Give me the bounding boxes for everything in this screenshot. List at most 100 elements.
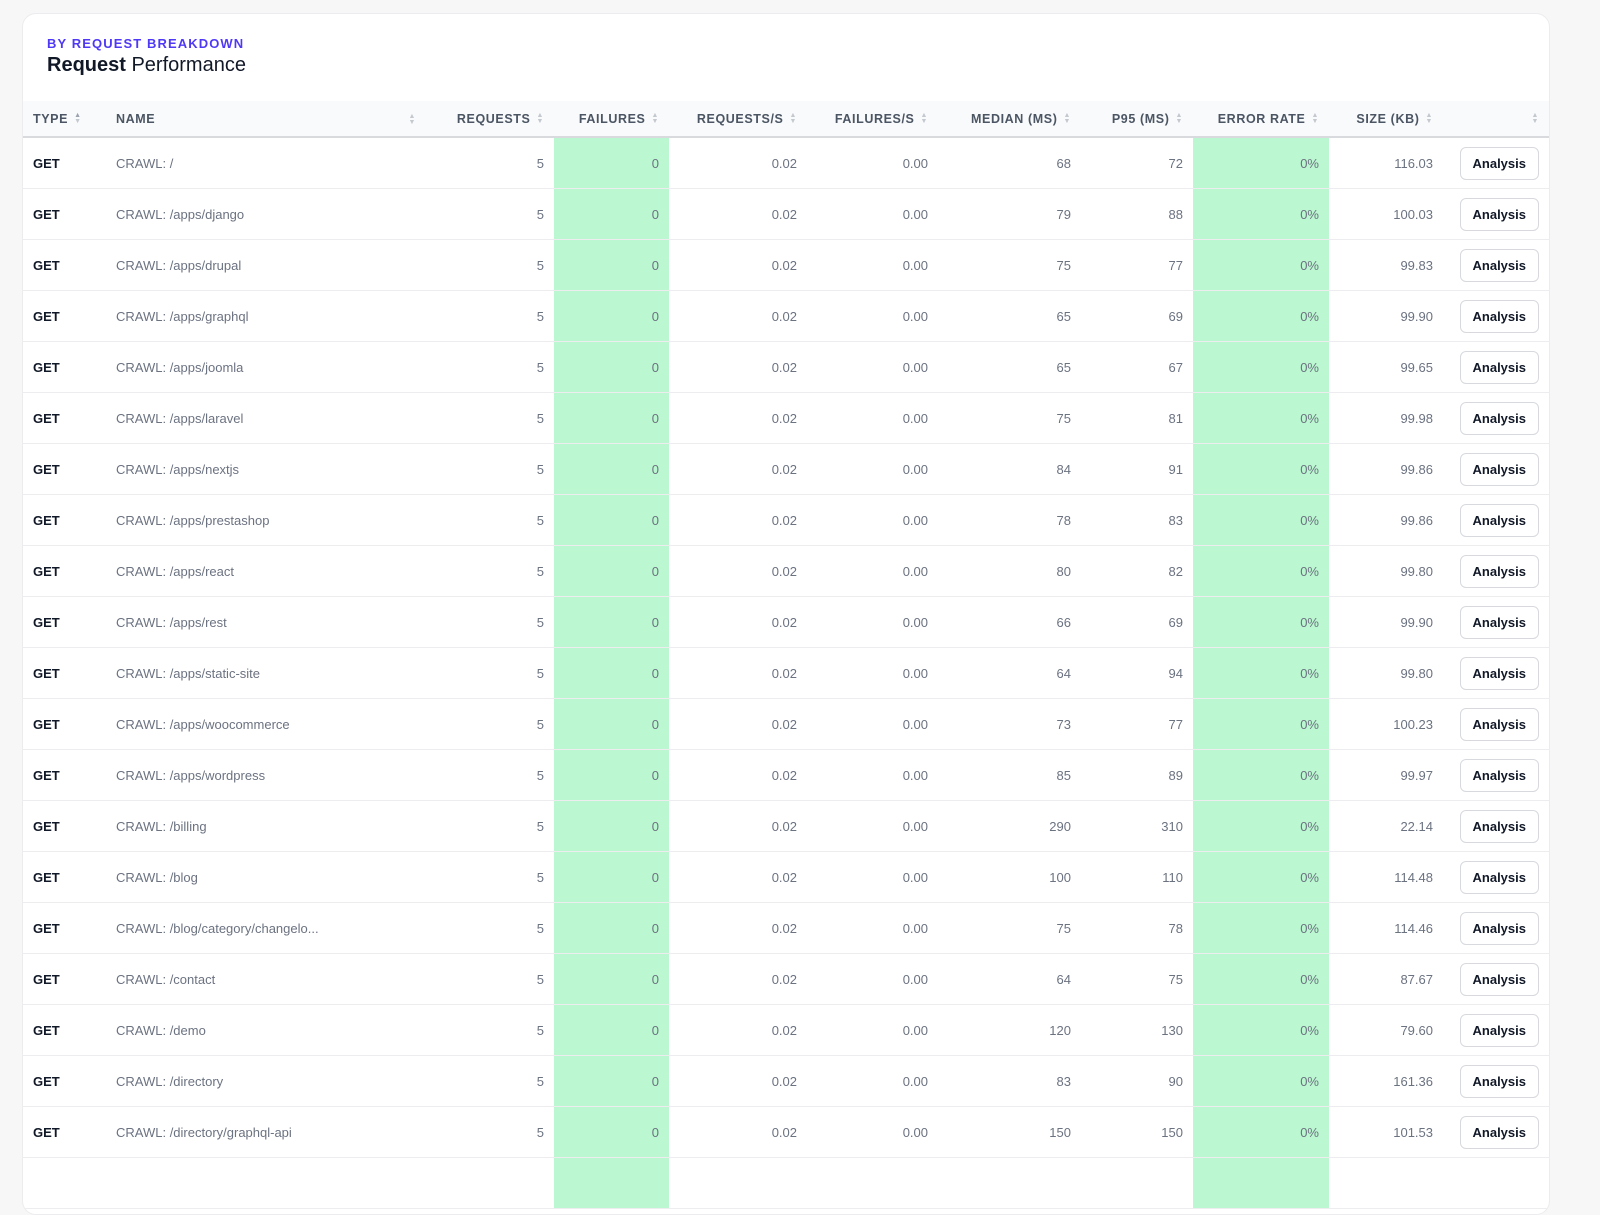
analysis-button[interactable]: Analysis [1459, 299, 1539, 333]
cell-type: GET [23, 290, 106, 342]
cell-type: GET [23, 851, 106, 903]
cell-type: GET [23, 647, 106, 699]
cell-empty [807, 1157, 938, 1209]
cell-actions: Analysis [1443, 392, 1549, 444]
cell-failures: 0 [554, 902, 669, 954]
cell-error-rate: 0% [1193, 902, 1329, 954]
cell-error-rate: 0% [1193, 851, 1329, 903]
analysis-button[interactable]: Analysis [1459, 809, 1539, 843]
cell-size-kb: 100.03 [1329, 188, 1443, 240]
cell-size-kb: 22.14 [1329, 800, 1443, 852]
cell-median-ms: 80 [938, 545, 1081, 597]
cell-requests: 5 [426, 902, 554, 954]
column-header-size-kb[interactable]: SIZE (KB) ▲ ▼ [1329, 101, 1443, 138]
table-row: GET CRAWL: /blog/category/changelo... 5 0 0.… [23, 902, 1549, 954]
cell-p95-ms: 81 [1081, 392, 1193, 444]
sort-icon[interactable]: ▲ ▼ [1531, 112, 1539, 126]
cell-requests: 5 [426, 953, 554, 1005]
cell-size-kb: 99.80 [1329, 545, 1443, 597]
analysis-button[interactable]: Analysis [1459, 1064, 1539, 1098]
cell-empty [1329, 1157, 1443, 1209]
cell-actions: Analysis [1443, 596, 1549, 648]
cell-p95-ms: 88 [1081, 188, 1193, 240]
analysis-button[interactable]: Analysis [1459, 1115, 1539, 1149]
cell-failures: 0 [554, 698, 669, 750]
analysis-button[interactable]: Analysis [1459, 911, 1539, 945]
sort-icon[interactable]: ▲ ▼ [74, 112, 82, 126]
table-row: GET CRAWL: /apps/drupal 5 0 0.02 0.00 75 77 0% 99… [23, 239, 1549, 291]
analysis-button[interactable]: Analysis [1459, 758, 1539, 792]
analysis-button[interactable]: Analysis [1459, 605, 1539, 639]
cell-failures: 0 [554, 545, 669, 597]
cell-p95-ms: 75 [1081, 953, 1193, 1005]
column-header-requests[interactable]: REQUESTS ▲ ▼ [426, 101, 554, 138]
cell-failures-per-sec: 0.00 [807, 239, 938, 291]
column-header-p95-ms[interactable]: P95 (MS) ▲ ▼ [1081, 101, 1193, 138]
cell-median-ms: 290 [938, 800, 1081, 852]
cell-empty [1081, 1157, 1193, 1209]
cell-actions: Analysis [1443, 1004, 1549, 1056]
cell-failures: 0 [554, 188, 669, 240]
sort-icon[interactable]: ▲ ▼ [651, 112, 659, 126]
column-header-label: FAILURES/S [834, 111, 915, 126]
cell-failures-per-sec: 0.00 [807, 443, 938, 495]
cell-requests-per-sec: 0.02 [669, 596, 807, 648]
column-header-name[interactable]: NAME ▲ ▼ [106, 101, 426, 138]
cell-requests: 5 [426, 443, 554, 495]
cell-p95-ms: 310 [1081, 800, 1193, 852]
column-header-error-rate[interactable]: ERROR RATE ▲ ▼ [1193, 101, 1329, 138]
column-header-requests-per-sec[interactable]: REQUESTS/S ▲ ▼ [669, 101, 807, 138]
cell-failures-per-sec: 0.00 [807, 1055, 938, 1107]
cell-error-rate: 0% [1193, 341, 1329, 393]
cell-requests: 5 [426, 239, 554, 291]
cell-empty [106, 1157, 426, 1209]
sort-icon[interactable]: ▲ ▼ [789, 112, 797, 126]
section-eyebrow: BY REQUEST BREAKDOWN [47, 36, 245, 51]
cell-median-ms: 75 [938, 902, 1081, 954]
column-header-failures-per-sec[interactable]: FAILURES/S ▲ ▼ [807, 101, 938, 138]
sort-icon[interactable]: ▲ ▼ [1425, 112, 1433, 126]
table-row: GET CRAWL: /contact 5 0 0.02 0.00 64 75 0% 87.67 A… [23, 953, 1549, 1005]
analysis-button[interactable]: Analysis [1459, 146, 1539, 180]
cell-type: GET [23, 1055, 106, 1107]
column-header-failures[interactable]: FAILURES ▲ ▼ [554, 101, 669, 138]
cell-error-rate: 0% [1193, 1055, 1329, 1107]
cell-median-ms: 84 [938, 443, 1081, 495]
column-header-type[interactable]: TYPE ▲ ▼ [23, 101, 106, 138]
cell-type: GET [23, 902, 106, 954]
cell-failures-per-sec: 0.00 [807, 749, 938, 801]
sort-icon[interactable]: ▲ ▼ [1311, 112, 1319, 126]
table-row: GET CRAWL: /apps/joomla 5 0 0.02 0.00 65 67 0% 99… [23, 341, 1549, 393]
analysis-button[interactable]: Analysis [1459, 962, 1539, 996]
title-rest: Performance [125, 54, 246, 76]
cell-requests-per-sec: 0.02 [669, 137, 807, 189]
column-header-actions[interactable]: ▲ ▼ [1443, 101, 1549, 138]
cell-name: CRAWL: /apps/nextjs [106, 443, 426, 495]
sort-icon[interactable]: ▲ ▼ [1063, 112, 1071, 126]
column-header-median-ms[interactable]: MEDIAN (MS) ▲ ▼ [938, 101, 1081, 138]
cell-size-kb: 99.83 [1329, 239, 1443, 291]
analysis-button[interactable]: Analysis [1459, 248, 1539, 282]
analysis-button[interactable]: Analysis [1459, 656, 1539, 690]
cell-requests-per-sec: 0.02 [669, 188, 807, 240]
cell-failures-per-sec: 0.00 [807, 188, 938, 240]
analysis-button[interactable]: Analysis [1459, 401, 1539, 435]
cell-requests: 5 [426, 647, 554, 699]
analysis-button[interactable]: Analysis [1459, 503, 1539, 537]
analysis-button[interactable]: Analysis [1459, 707, 1539, 741]
analysis-button[interactable]: Analysis [1459, 452, 1539, 486]
cell-requests-per-sec: 0.02 [669, 902, 807, 954]
analysis-button[interactable]: Analysis [1459, 197, 1539, 231]
cell-requests: 5 [426, 341, 554, 393]
cell-error-rate: 0% [1193, 1106, 1329, 1158]
analysis-button[interactable]: Analysis [1459, 554, 1539, 588]
sort-icon[interactable]: ▲ ▼ [1175, 112, 1183, 126]
sort-icon[interactable]: ▲ ▼ [536, 112, 544, 126]
analysis-button[interactable]: Analysis [1459, 350, 1539, 384]
sort-icon[interactable]: ▲ ▼ [408, 113, 416, 126]
cell-failures: 0 [554, 953, 669, 1005]
cell-requests-per-sec: 0.02 [669, 494, 807, 546]
analysis-button[interactable]: Analysis [1459, 860, 1539, 894]
sort-icon[interactable]: ▲ ▼ [920, 112, 928, 126]
analysis-button[interactable]: Analysis [1459, 1013, 1539, 1047]
